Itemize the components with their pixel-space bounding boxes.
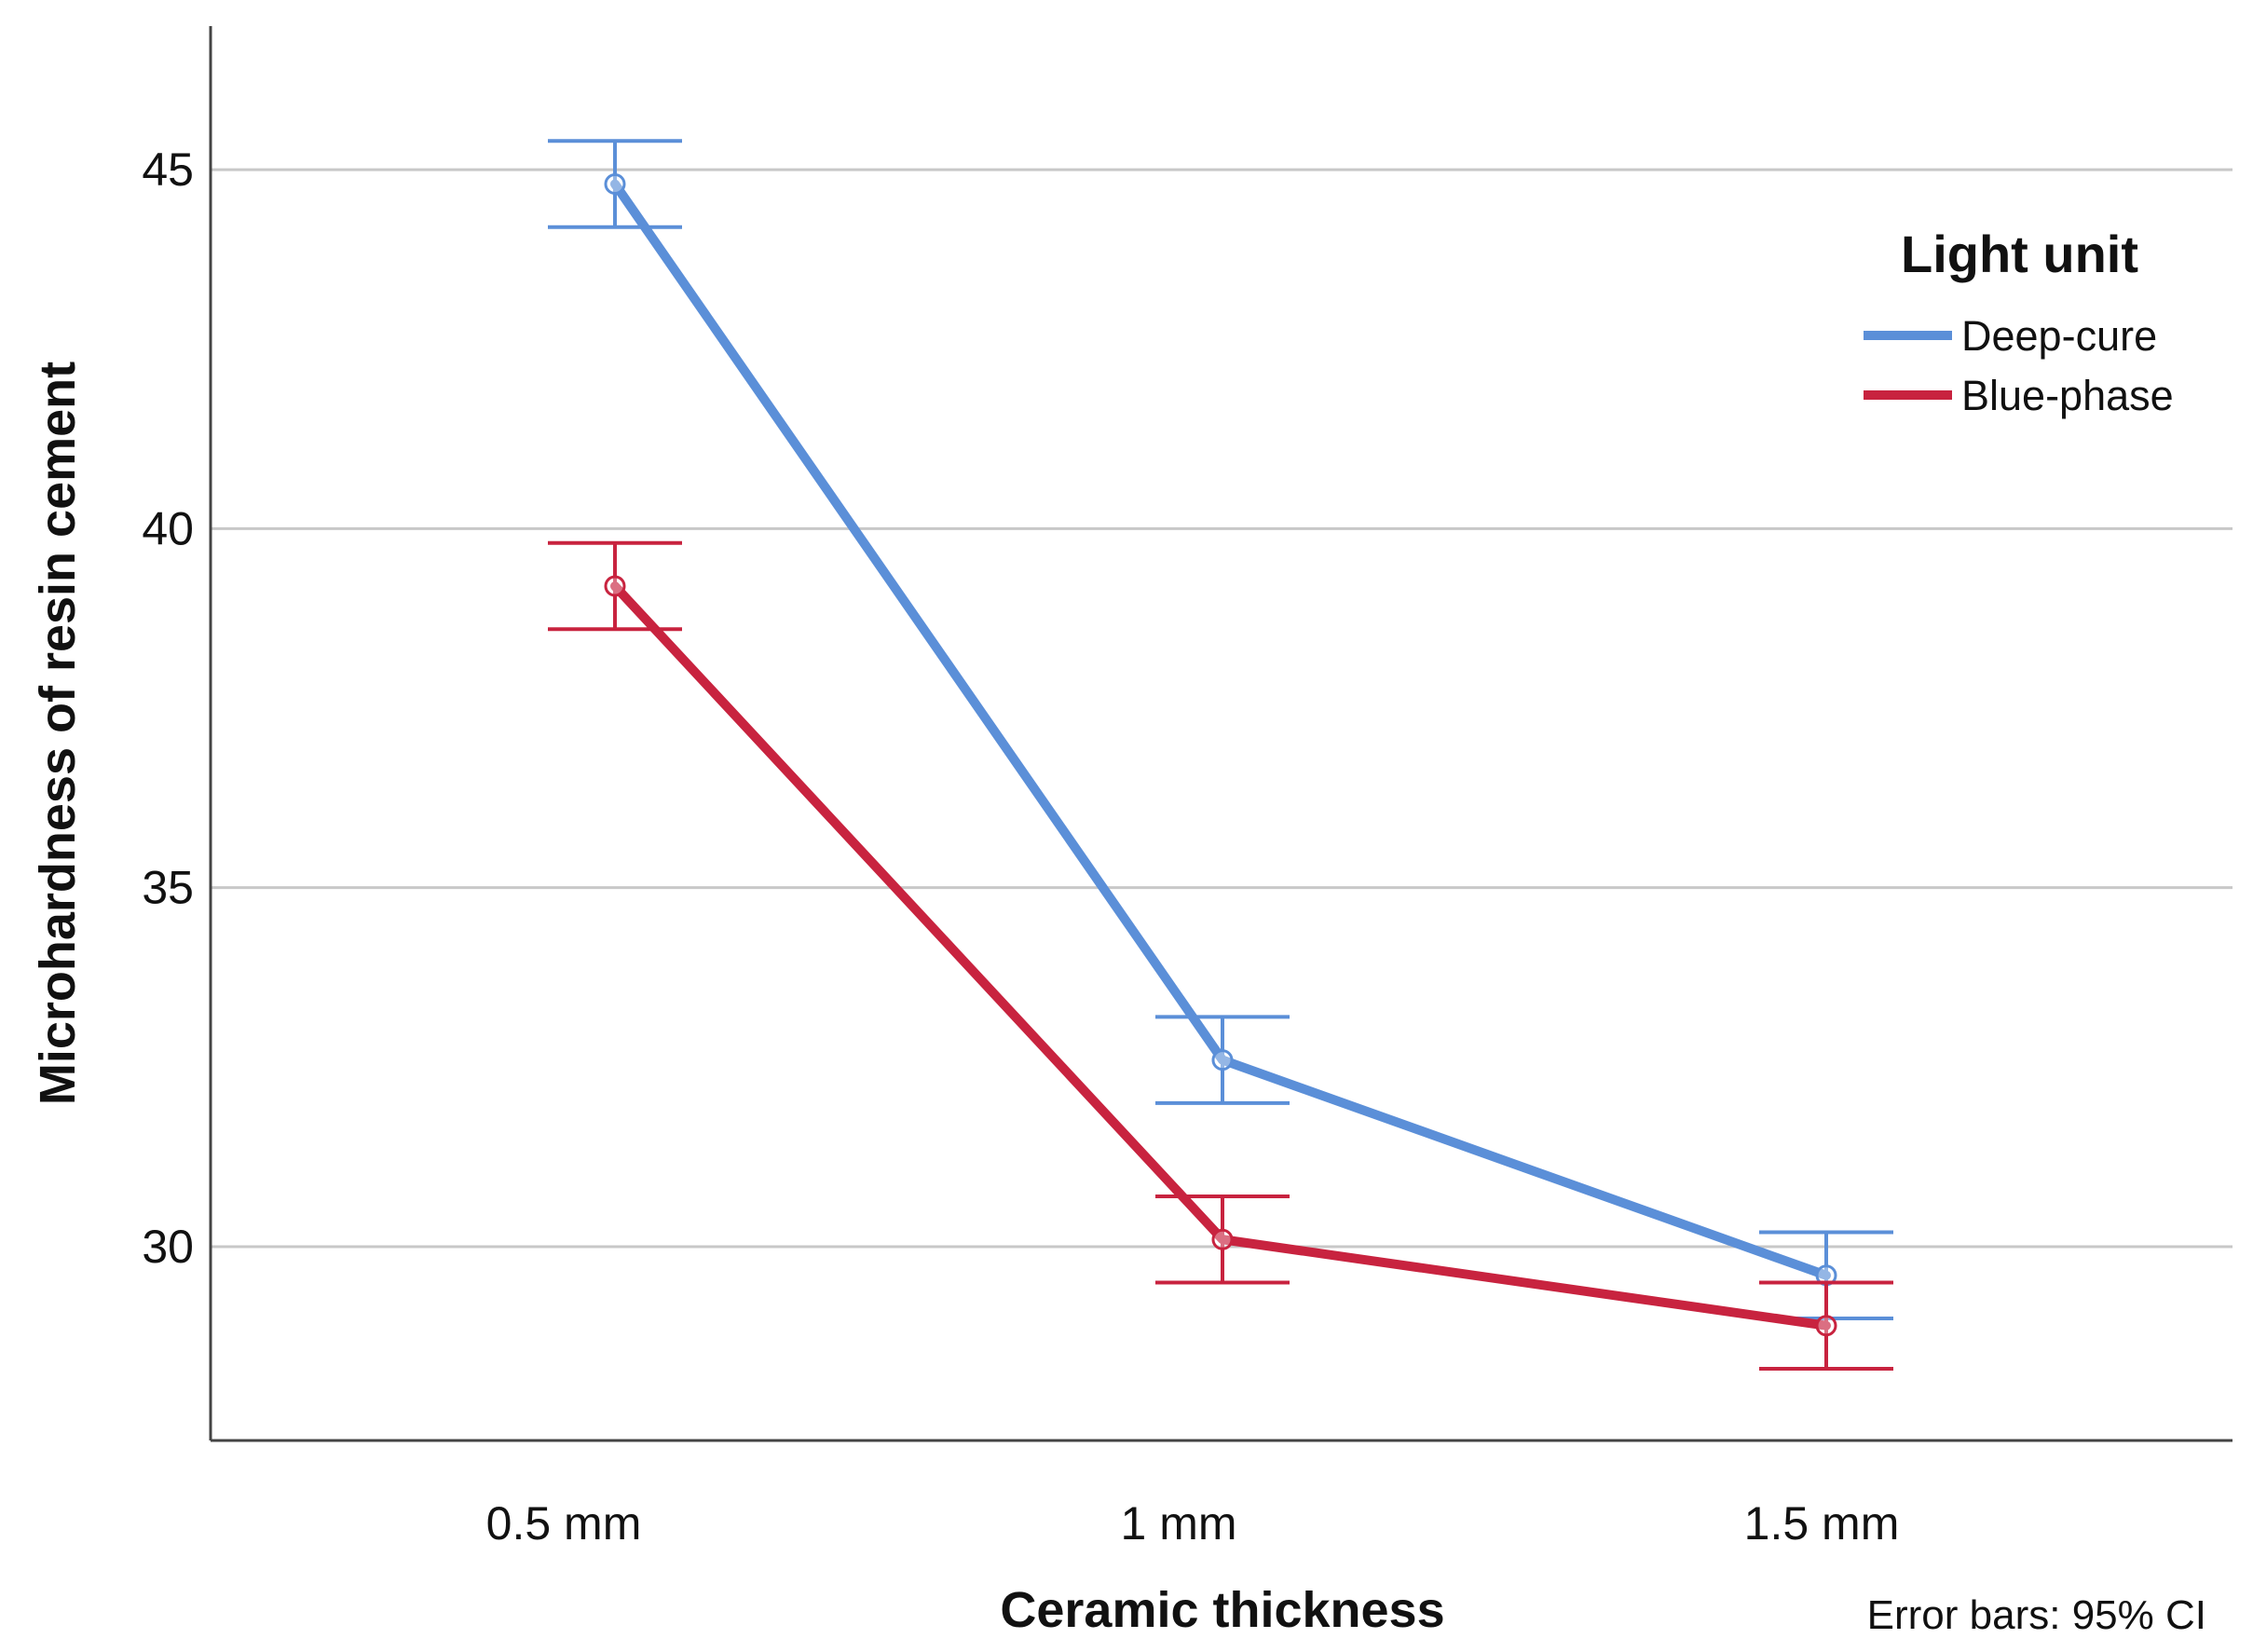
data-point-blue-phase-0 [604, 575, 626, 597]
x-tick-label-1: 1 mm [1121, 1497, 1237, 1550]
legend-title: Light unit [1901, 225, 2138, 283]
legend: Light unit Deep-cure Blue-phase [1864, 225, 2174, 419]
y-tick-label-35: 35 [142, 862, 194, 914]
data-point-deep-cure-0 [604, 173, 626, 196]
x-tick-labels: 0.5 mm 1 mm 1.5 mm [486, 1497, 1900, 1550]
y-axis-title: Microhardness of resin cement [30, 362, 86, 1105]
x-axis-title: Ceramic thickness [1000, 1582, 1444, 1638]
error-bar-note: Error bars: 95% CI [1867, 1592, 2206, 1638]
data-point-deep-cure-1 [1211, 1049, 1234, 1072]
data-point-blue-phase-1 [1211, 1228, 1234, 1250]
y-tick-label-40: 40 [142, 502, 194, 554]
legend-label-blue-phase: Blue-phase [1961, 372, 2174, 419]
series-deep-cure [548, 139, 1893, 1321]
data-point-blue-phase-2 [1815, 1315, 1837, 1337]
x-tick-label-0: 0.5 mm [486, 1497, 642, 1550]
x-tick-label-2: 1.5 mm [1744, 1497, 1900, 1550]
y-tick-label-45: 45 [142, 143, 194, 196]
legend-label-deep-cure: Deep-cure [1961, 312, 2157, 360]
series [548, 139, 1893, 1371]
series-line-deep-cure [610, 179, 1831, 1280]
y-tick-label-30: 30 [142, 1221, 194, 1273]
axes [209, 26, 2233, 1442]
series-blue-phase [548, 540, 1893, 1371]
y-tick-labels: 30 35 40 45 [142, 143, 194, 1273]
